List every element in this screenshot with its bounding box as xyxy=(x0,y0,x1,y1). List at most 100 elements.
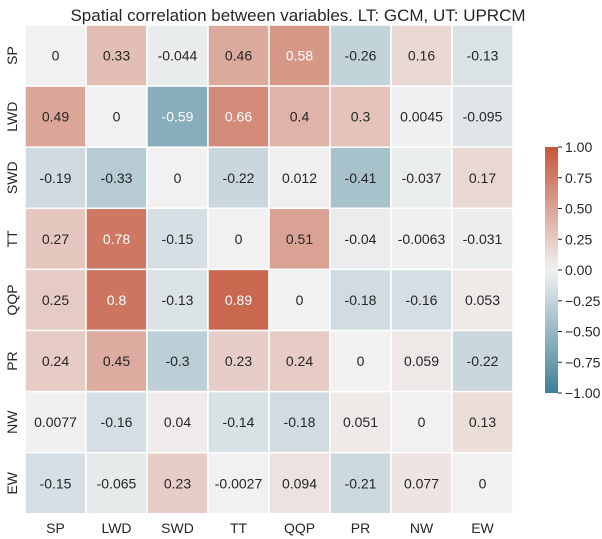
colorbar-tick-label: −1.00 xyxy=(565,385,601,401)
cell-value-label: -0.22 xyxy=(223,170,255,186)
heatmap-cell xyxy=(329,24,392,87)
heatmap-cell xyxy=(329,146,392,210)
cell-value-label: 0.3 xyxy=(351,109,371,125)
cell-value-label: -0.0063 xyxy=(398,231,446,247)
cell-value-label: -0.18 xyxy=(284,414,316,430)
cell-value-label: 0 xyxy=(418,414,426,430)
cell-value-label: 0.16 xyxy=(408,48,435,64)
cell-value-label: -0.065 xyxy=(97,475,137,491)
heatmap-cells: 0 0.33 -0.044 0.46 0.58 -0.26 0.16 -0.13 0.49 0 -0… xyxy=(24,24,514,515)
cell-value-label: -0.15 xyxy=(40,475,72,491)
heatmap-cell xyxy=(146,207,209,271)
heatmap-cell xyxy=(24,146,87,210)
heatmap-cell xyxy=(268,146,331,210)
x-tick-label: EW xyxy=(471,520,494,536)
cell-value-label: 0.66 xyxy=(225,109,252,125)
colorbar-tick-label: 0.00 xyxy=(565,262,592,278)
x-tick-labels: SP LWD SWD TT QQP PR NW EW xyxy=(46,520,494,536)
cell-value-label: -0.26 xyxy=(345,48,377,64)
x-tick-label: TT xyxy=(230,520,248,536)
heatmap-cell xyxy=(146,390,209,454)
heatmap-cell xyxy=(268,268,331,332)
colorbar-tick-label: −0.50 xyxy=(565,324,601,340)
heatmap-cell xyxy=(390,146,453,210)
heatmap-cell xyxy=(329,85,392,148)
cell-value-label: 0.17 xyxy=(469,170,496,186)
heatmap-cell xyxy=(268,207,331,271)
x-tick-label: NW xyxy=(410,520,434,536)
heatmap-cell xyxy=(85,24,148,87)
cell-value-label: 0.23 xyxy=(164,475,191,491)
cell-value-label: 0.077 xyxy=(404,475,439,491)
cell-value-label: 0 xyxy=(52,48,60,64)
cell-value-label: 0.8 xyxy=(107,292,127,308)
colorbar-tick-label: 0.75 xyxy=(565,170,592,186)
x-tick-label: LWD xyxy=(101,520,131,536)
heatmap-cell xyxy=(451,329,514,393)
cell-value-label: 0 xyxy=(174,170,182,186)
cell-value-label: 0.051 xyxy=(343,414,378,430)
cell-value-label: -0.095 xyxy=(463,109,503,125)
cell-value-label: 0.33 xyxy=(103,48,130,64)
cell-value-label: -0.13 xyxy=(162,292,194,308)
heatmap-cell xyxy=(207,207,270,271)
x-tick-label: SWD xyxy=(161,520,194,536)
colorbar-ticks: 1.00 0.75 0.50 0.25 0.00 −0.25 −0.50 −0.75 −1.00 xyxy=(558,139,601,401)
colorbar-tick-label: 1.00 xyxy=(565,139,592,155)
cell-value-label: 0 xyxy=(235,231,243,247)
colorbar-tick-label: 0.25 xyxy=(565,231,592,247)
cell-value-label: 0.0045 xyxy=(400,109,443,125)
cell-value-label: 0.27 xyxy=(42,231,69,247)
cell-value-label: -0.3 xyxy=(165,353,189,369)
heatmap-cell xyxy=(329,390,392,454)
cell-value-label: 0.45 xyxy=(103,353,130,369)
heatmap-cell xyxy=(85,390,148,454)
cell-value-label: -0.0027 xyxy=(215,475,263,491)
cell-value-label: -0.22 xyxy=(467,353,499,369)
heatmap-cell xyxy=(146,146,209,210)
heatmap-cell xyxy=(268,390,331,454)
heatmap-cell xyxy=(207,85,270,148)
heatmap-cell xyxy=(207,268,270,332)
chart-title: Spatial correlation between variables. L… xyxy=(70,6,525,25)
cell-value-label: -0.044 xyxy=(158,48,198,64)
heatmap-cell xyxy=(329,329,392,393)
y-tick-labels: SP LWD SWD TT QQP PR NW EW xyxy=(4,46,20,494)
colorbar xyxy=(545,147,558,393)
x-tick-label: SP xyxy=(46,520,65,536)
cell-value-label: -0.037 xyxy=(402,170,442,186)
heatmap-cell xyxy=(24,390,87,454)
heatmap-cell xyxy=(146,451,209,515)
cell-value-label: 0 xyxy=(357,353,365,369)
heatmap-cell xyxy=(451,268,514,332)
heatmap-cell xyxy=(390,390,453,454)
heatmap-cell xyxy=(268,451,331,515)
cell-value-label: -0.15 xyxy=(162,231,194,247)
cell-value-label: 0.24 xyxy=(286,353,313,369)
colorbar-tick-label: 0.50 xyxy=(565,201,592,217)
cell-value-label: -0.41 xyxy=(345,170,377,186)
cell-value-label: -0.19 xyxy=(40,170,72,186)
y-tick-label: SP xyxy=(4,46,20,65)
cell-value-label: -0.18 xyxy=(345,292,377,308)
heatmap-cell xyxy=(451,85,514,148)
cell-value-label: 0.23 xyxy=(225,353,252,369)
cell-value-label: 0 xyxy=(296,292,304,308)
heatmap-cell xyxy=(24,24,87,87)
heatmap-cell xyxy=(85,329,148,393)
cell-value-label: 0.4 xyxy=(290,109,310,125)
cell-value-label: 0.49 xyxy=(42,109,69,125)
cell-value-label: 0.059 xyxy=(404,353,439,369)
heatmap-cell xyxy=(85,146,148,210)
cell-value-label: -0.33 xyxy=(101,170,133,186)
cell-value-label: 0.58 xyxy=(286,48,313,64)
cell-value-label: -0.04 xyxy=(345,231,377,247)
heatmap-cell xyxy=(268,329,331,393)
y-tick-label: LWD xyxy=(4,102,20,132)
y-tick-label: SWD xyxy=(4,161,20,194)
cell-value-label: 0 xyxy=(479,475,487,491)
heatmap-cell xyxy=(451,24,514,87)
cell-value-label: -0.13 xyxy=(467,48,499,64)
cell-value-label: -0.59 xyxy=(162,109,194,125)
